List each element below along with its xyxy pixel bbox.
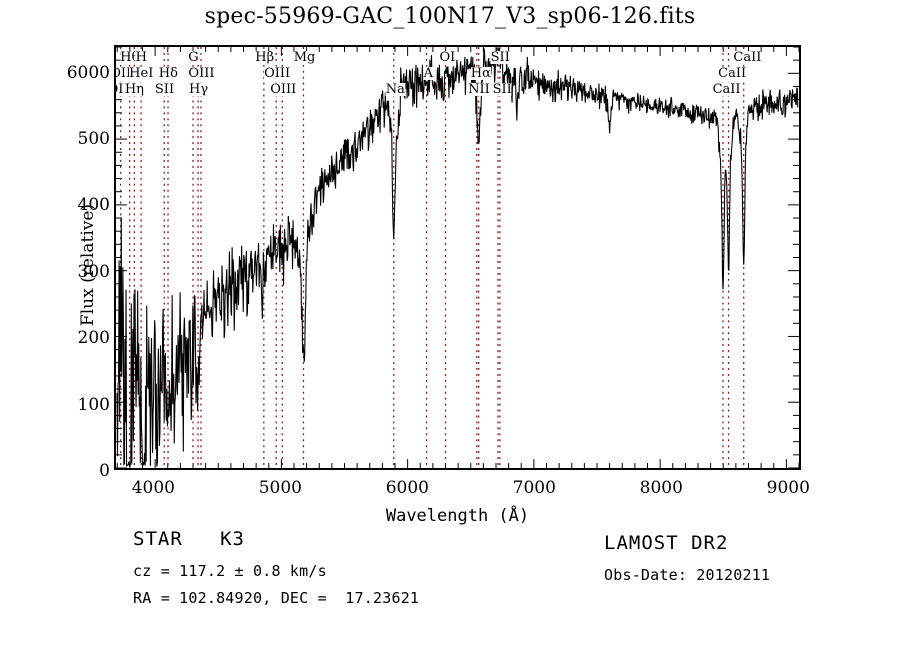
y-tick-label: 100	[77, 394, 110, 415]
obs-date: Obs-Date: 20120211	[604, 566, 771, 584]
line-marker-label: Hη	[124, 82, 144, 97]
line-marker-label: Hθ	[120, 50, 140, 65]
line-marker-label: Hα	[470, 66, 491, 81]
line-marker-label: A	[423, 66, 434, 81]
y-tick-label: 0	[99, 461, 110, 481]
object-type: STAR K3	[133, 528, 245, 550]
line-marker-label: Mg	[293, 50, 316, 65]
line-marker-label: CaII	[712, 82, 741, 97]
x-tick-label: 5000	[258, 478, 302, 498]
line-marker-label: HeI	[129, 66, 154, 81]
line-marker-label: Hγ	[188, 82, 209, 97]
page-title: spec-55969-GAC_100N17_V3_sp06-126.fits	[204, 4, 696, 29]
footer-left: STAR K3 cz = 117.2 ± 0.8 km/s RA = 102.8…	[133, 528, 419, 616]
line-marker-label: OII	[116, 67, 132, 80]
x-tick-label: 4000	[131, 478, 175, 498]
y-tick-label: 400	[77, 195, 110, 216]
line-marker-label: Hβ	[255, 50, 275, 65]
y-tick-label: 500	[77, 128, 110, 149]
x-tick-label: 9000	[766, 478, 810, 498]
x-tick-label: 6000	[385, 478, 429, 498]
line-marker-label: OIII	[188, 66, 215, 81]
line-marker-label: CaII	[718, 66, 747, 81]
spectrum-curve	[116, 47, 799, 468]
plot-inner: HθHGHβMgOISIICaIIOIIHeIHδOIIIOIIIAHαCaII…	[116, 47, 799, 468]
line-marker-label: OIII	[264, 66, 291, 81]
line-marker-label: SII	[490, 50, 510, 65]
redshift-velocity: cz = 117.2 ± 0.8 km/s	[133, 562, 327, 580]
coordinates: RA = 102.84920, DEC = 17.23621	[133, 589, 420, 607]
y-tick-label: 200	[77, 328, 110, 349]
x-axis-title: Wavelength (Å)	[385, 506, 530, 526]
x-tick-label: 8000	[639, 478, 683, 498]
footer: STAR K3 cz = 117.2 ± 0.8 km/s RA = 102.8…	[0, 528, 900, 638]
line-marker-label: SII	[492, 82, 512, 97]
line-marker-label: OI	[439, 50, 456, 65]
line-marker-label: NII	[468, 82, 490, 97]
y-axis-ticks: 6000 500 400 300 200 100 0	[44, 45, 110, 481]
x-tick-label: 7000	[512, 478, 556, 498]
survey-name: LAMOST DR2	[604, 532, 729, 554]
spectrum-plot: HθHGHβMgOISIICaIIOIIHeIHδOIIIOIIIAHαCaII…	[114, 45, 801, 470]
x-axis-ticks: 4000 5000 6000 7000 8000 9000	[114, 478, 810, 504]
line-marker-label: CaII	[733, 50, 762, 65]
y-tick-label: 6000	[66, 62, 110, 83]
line-marker-label: OIII	[270, 82, 297, 97]
line-marker-label: Hδ	[158, 66, 178, 81]
y-tick-label: 300	[77, 261, 110, 282]
line-marker-label: SII	[154, 82, 175, 97]
footer-right: LAMOST DR2 Obs-Date: 20120211	[604, 532, 770, 593]
line-marker-label: Na	[385, 82, 405, 97]
line-marker-label: G	[188, 50, 199, 65]
line-marker-label: H	[135, 50, 147, 65]
